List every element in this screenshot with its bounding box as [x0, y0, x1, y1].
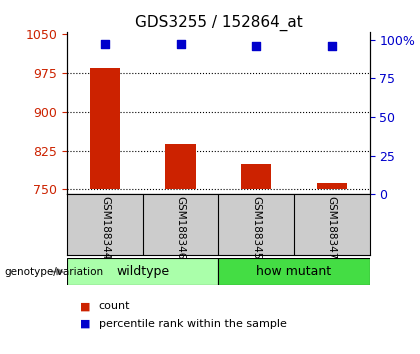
Text: GSM188346: GSM188346	[176, 196, 186, 260]
Text: GSM188347: GSM188347	[327, 196, 337, 260]
Bar	[317, 183, 347, 189]
Text: ■: ■	[80, 301, 90, 311]
Text: genotype/variation: genotype/variation	[4, 267, 103, 277]
Title: GDS3255 / 152864_at: GDS3255 / 152864_at	[134, 14, 302, 30]
Text: count: count	[99, 301, 130, 311]
Point	[102, 41, 108, 47]
Text: ■: ■	[80, 319, 90, 329]
Bar	[218, 258, 370, 285]
Bar	[90, 68, 120, 189]
Bar	[165, 144, 196, 189]
Text: wildtype: wildtype	[116, 265, 169, 278]
Point	[177, 41, 184, 47]
Text: GSM188344: GSM188344	[100, 196, 110, 260]
Point	[253, 43, 260, 48]
Text: percentile rank within the sample: percentile rank within the sample	[99, 319, 286, 329]
Text: how mutant: how mutant	[257, 265, 331, 278]
Bar	[67, 258, 218, 285]
Text: GSM188345: GSM188345	[251, 196, 261, 260]
Point	[328, 43, 335, 48]
Bar	[241, 164, 271, 189]
